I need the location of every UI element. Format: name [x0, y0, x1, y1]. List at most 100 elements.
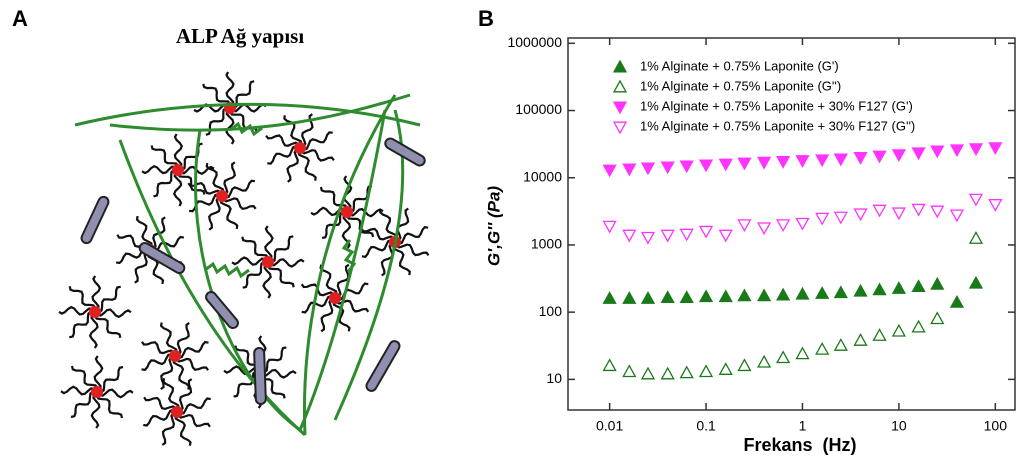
- data-point: [815, 154, 830, 168]
- arm: [70, 390, 98, 419]
- data-point: [968, 231, 984, 244]
- arm: [149, 216, 166, 252]
- arm: [219, 195, 239, 230]
- arm: [143, 408, 178, 427]
- arm: [153, 168, 178, 198]
- arm: [267, 235, 294, 264]
- arm: [173, 411, 192, 446]
- plot-frame: [567, 37, 1016, 411]
- data-point: [891, 281, 907, 294]
- chart: B Frekans (Hz) G',G'' (Pa) 1010010001000…: [478, 6, 1016, 455]
- arm: [320, 296, 336, 333]
- data-point: [737, 288, 752, 302]
- arm: [93, 311, 122, 338]
- crosslink: [341, 239, 357, 273]
- data-point: [602, 358, 617, 372]
- arm: [93, 355, 104, 393]
- data-point: [968, 143, 984, 157]
- alginate-chains: [74, 93, 421, 437]
- core: [172, 164, 184, 176]
- data-point: [930, 205, 945, 219]
- arm: [58, 305, 96, 316]
- arm: [299, 131, 333, 151]
- data-point: [776, 155, 791, 169]
- arm: [241, 236, 270, 263]
- arm: [262, 261, 272, 299]
- y-tick-label: 1000000: [507, 34, 562, 50]
- data-point: [679, 228, 694, 242]
- arm: [135, 215, 154, 251]
- data-point: [679, 365, 694, 379]
- arm: [301, 295, 336, 314]
- core: [329, 292, 341, 304]
- data-point: [640, 291, 656, 304]
- x-axis-label: Frekans (Hz): [743, 435, 856, 455]
- arm: [208, 194, 223, 231]
- arm: [141, 353, 176, 372]
- data-point: [640, 162, 656, 176]
- legend-label: 1% Alginate + 0.75% Laponite (G'): [640, 58, 839, 73]
- core: [89, 306, 101, 318]
- data-point: [911, 279, 926, 293]
- arm: [68, 286, 97, 313]
- arm: [94, 285, 121, 314]
- arm: [333, 297, 370, 313]
- core: [91, 386, 103, 398]
- data-point: [737, 157, 752, 171]
- disc: [253, 347, 267, 405]
- arm: [172, 355, 191, 390]
- arm: [220, 195, 257, 210]
- arm: [230, 80, 255, 110]
- data-point: [795, 286, 810, 300]
- arm: [221, 161, 236, 198]
- data-point: [891, 207, 907, 221]
- disc: [138, 242, 186, 274]
- data-point: [795, 217, 810, 231]
- arm: [221, 179, 256, 199]
- core: [262, 256, 274, 268]
- y-tick-label: 10: [546, 370, 562, 386]
- data-point: [660, 290, 675, 303]
- data-point: [949, 294, 965, 308]
- legend-label: 1% Alginate + 0.75% Laponite (G''): [640, 78, 841, 93]
- data-point: [640, 231, 656, 245]
- arm: [174, 340, 209, 359]
- arm: [394, 207, 410, 244]
- crosslink: [204, 261, 250, 279]
- arm: [70, 365, 99, 393]
- data-point: [815, 341, 830, 355]
- data-point: [833, 211, 848, 225]
- arm: [202, 83, 232, 108]
- arm: [91, 275, 102, 313]
- data-point: [679, 160, 694, 174]
- diagram-title: ALP Ağ yapısı: [176, 24, 305, 48]
- data-point: [776, 219, 791, 233]
- laponite-discs: [80, 137, 426, 405]
- disc: [80, 195, 110, 245]
- data-point: [833, 338, 848, 351]
- arm: [242, 260, 269, 289]
- arm: [345, 211, 375, 238]
- data-point: [968, 193, 984, 207]
- y-tick-label: 100: [539, 303, 563, 319]
- arm: [176, 397, 211, 416]
- data-point: [930, 311, 945, 325]
- x-tick-label: 0.1: [696, 418, 716, 434]
- arm: [334, 263, 350, 300]
- data-point: [853, 283, 868, 297]
- data-point: [949, 209, 965, 223]
- data-point: [891, 323, 907, 337]
- arm: [173, 133, 184, 171]
- disc: [384, 137, 426, 167]
- arm: [94, 308, 132, 319]
- data-point: [698, 289, 714, 303]
- arm: [361, 239, 396, 258]
- y-tick-label: 10000: [523, 168, 562, 184]
- data-point: [698, 225, 714, 239]
- chain: [74, 102, 421, 127]
- arm: [161, 410, 178, 446]
- data-point: [853, 208, 868, 222]
- arm: [233, 370, 261, 398]
- data-point: [679, 290, 694, 303]
- data-point: [622, 291, 637, 304]
